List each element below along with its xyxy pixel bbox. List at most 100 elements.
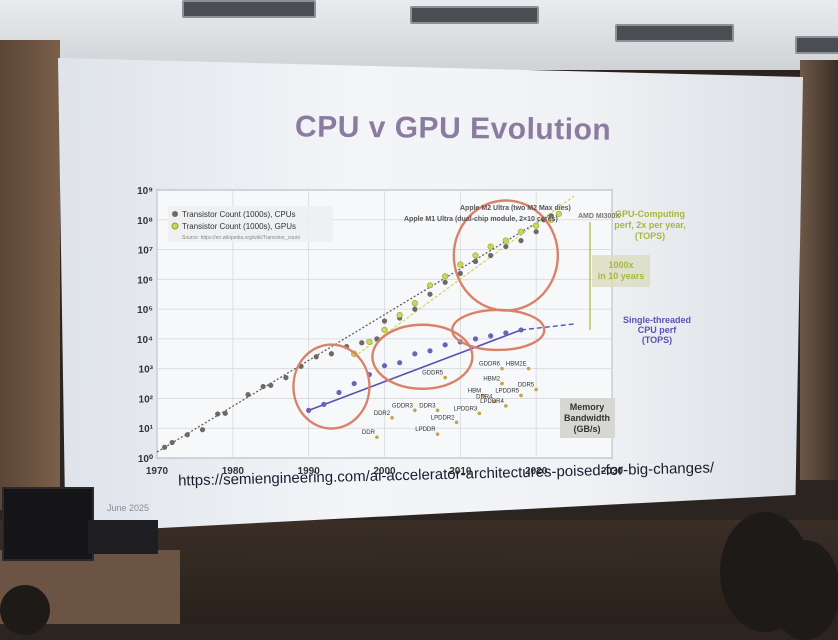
data-point [427, 291, 433, 297]
data-point [442, 342, 448, 348]
y-tick-label: 10¹ [139, 424, 154, 435]
annotation-gpu-perf: (TOPS) [635, 231, 665, 241]
highlight-circle [292, 343, 371, 430]
x-tick-label: 2000 [373, 466, 396, 477]
memory-point [390, 416, 394, 420]
data-point [412, 306, 418, 312]
memory-label: DDR [362, 430, 376, 436]
annotation-gpu-perf: GPU-Computing [615, 209, 685, 219]
data-point [381, 363, 388, 369]
data-point [426, 282, 434, 289]
wood-wall-right [800, 60, 838, 480]
y-tick-label: 10⁴ [137, 335, 153, 346]
data-point [222, 410, 228, 416]
data-point [442, 279, 448, 285]
data-point [306, 407, 312, 413]
legend-cpu-label: Transistor Count (1000s), CPUs [182, 210, 296, 219]
data-point [472, 252, 479, 259]
ceiling-light [410, 6, 539, 24]
data-point [268, 382, 274, 388]
annotation-memory: (GB/s) [574, 424, 601, 434]
legend-gpu-label: Transistor Count (1000s), GPUs [182, 222, 296, 231]
data-point [396, 311, 403, 319]
memory-point [435, 432, 440, 436]
memory-point [477, 411, 482, 416]
memory-point [500, 381, 504, 386]
legend-box [168, 206, 333, 242]
ceiling-light [182, 0, 316, 18]
memory-point [481, 393, 485, 398]
memory-point [435, 408, 440, 413]
data-point [457, 261, 464, 268]
data-point [502, 237, 509, 244]
memory-point [519, 393, 523, 398]
memory-label: GDDR6 [479, 362, 501, 368]
data-point [411, 300, 418, 307]
legend-source: Source: https://en.wikipedia.org/wiki/Tr… [182, 235, 301, 241]
memory-label: HBM2 [483, 377, 500, 383]
memory-point [375, 435, 379, 439]
data-point [283, 375, 289, 381]
memory-label: HBM2E [506, 362, 527, 368]
data-point [503, 330, 509, 336]
legend-cpu-marker [172, 211, 178, 217]
memory-point [504, 404, 508, 408]
data-point [381, 318, 388, 324]
annotation-gpu-perf: perf, 2x per year, [614, 220, 686, 230]
memory-point [443, 375, 447, 380]
annotation-m1-ultra: Apple M1 Ultra (dual-chip module, 2×10 c… [404, 216, 558, 223]
y-tick-label: 10⁵ [137, 305, 153, 316]
x-tick-label: 1980 [222, 466, 245, 477]
data-point [503, 243, 509, 250]
cpu-perf-extension [520, 323, 575, 331]
data-point [517, 228, 525, 235]
memory-label: GDDR5 [422, 371, 444, 377]
y-tick-label: 10⁶ [137, 275, 153, 286]
annotation-cpu-perf: CPU perf [638, 325, 678, 335]
data-point [184, 432, 190, 438]
memory-point [526, 366, 531, 371]
data-point [472, 258, 479, 265]
annotation-memory: Bandwidth [564, 413, 610, 423]
annotation-1000x: in 10 years [598, 271, 645, 281]
memory-label: DDR2 [374, 411, 391, 417]
x-tick-label: 2030 [601, 466, 624, 477]
y-tick-label: 10⁰ [138, 454, 153, 465]
data-point [328, 351, 335, 357]
data-point [488, 333, 494, 339]
highlight-circle [371, 323, 474, 390]
data-point [518, 238, 524, 244]
memory-label: DDR3 [419, 403, 436, 409]
data-point [169, 439, 175, 446]
data-point [336, 389, 342, 396]
data-point [518, 327, 524, 333]
data-point [245, 391, 251, 398]
memory-label: LPDDR5 [495, 388, 519, 394]
y-tick-label: 10⁹ [137, 186, 153, 197]
y-tick-label: 10⁷ [138, 246, 153, 257]
y-tick-label: 10⁸ [137, 216, 153, 227]
data-point [215, 411, 221, 417]
gpu-trend-line [353, 195, 575, 358]
data-point [313, 354, 319, 360]
memory-label: LPDDR3 [454, 406, 478, 412]
slide-date: June 2025 [107, 503, 150, 513]
data-point [397, 360, 403, 366]
data-point [260, 383, 266, 390]
data-point [427, 348, 433, 354]
data-point [555, 210, 563, 217]
monitor [2, 487, 94, 561]
x-tick-label: 2010 [449, 466, 472, 477]
memory-point [500, 366, 504, 371]
data-point [533, 222, 540, 229]
data-point [351, 380, 357, 387]
legend-gpu-marker [171, 222, 179, 230]
annotation-memory: Memory [570, 402, 605, 412]
annotation-cpu-perf: Single-threaded [623, 315, 691, 325]
memory-label: LPDDR2 [431, 415, 455, 421]
annotation-cpu-perf: (TOPS) [642, 335, 672, 345]
data-point [199, 427, 206, 433]
memory-label: GDDR3 [392, 403, 414, 409]
memory-point [534, 387, 538, 392]
highlight-circle [452, 199, 560, 312]
